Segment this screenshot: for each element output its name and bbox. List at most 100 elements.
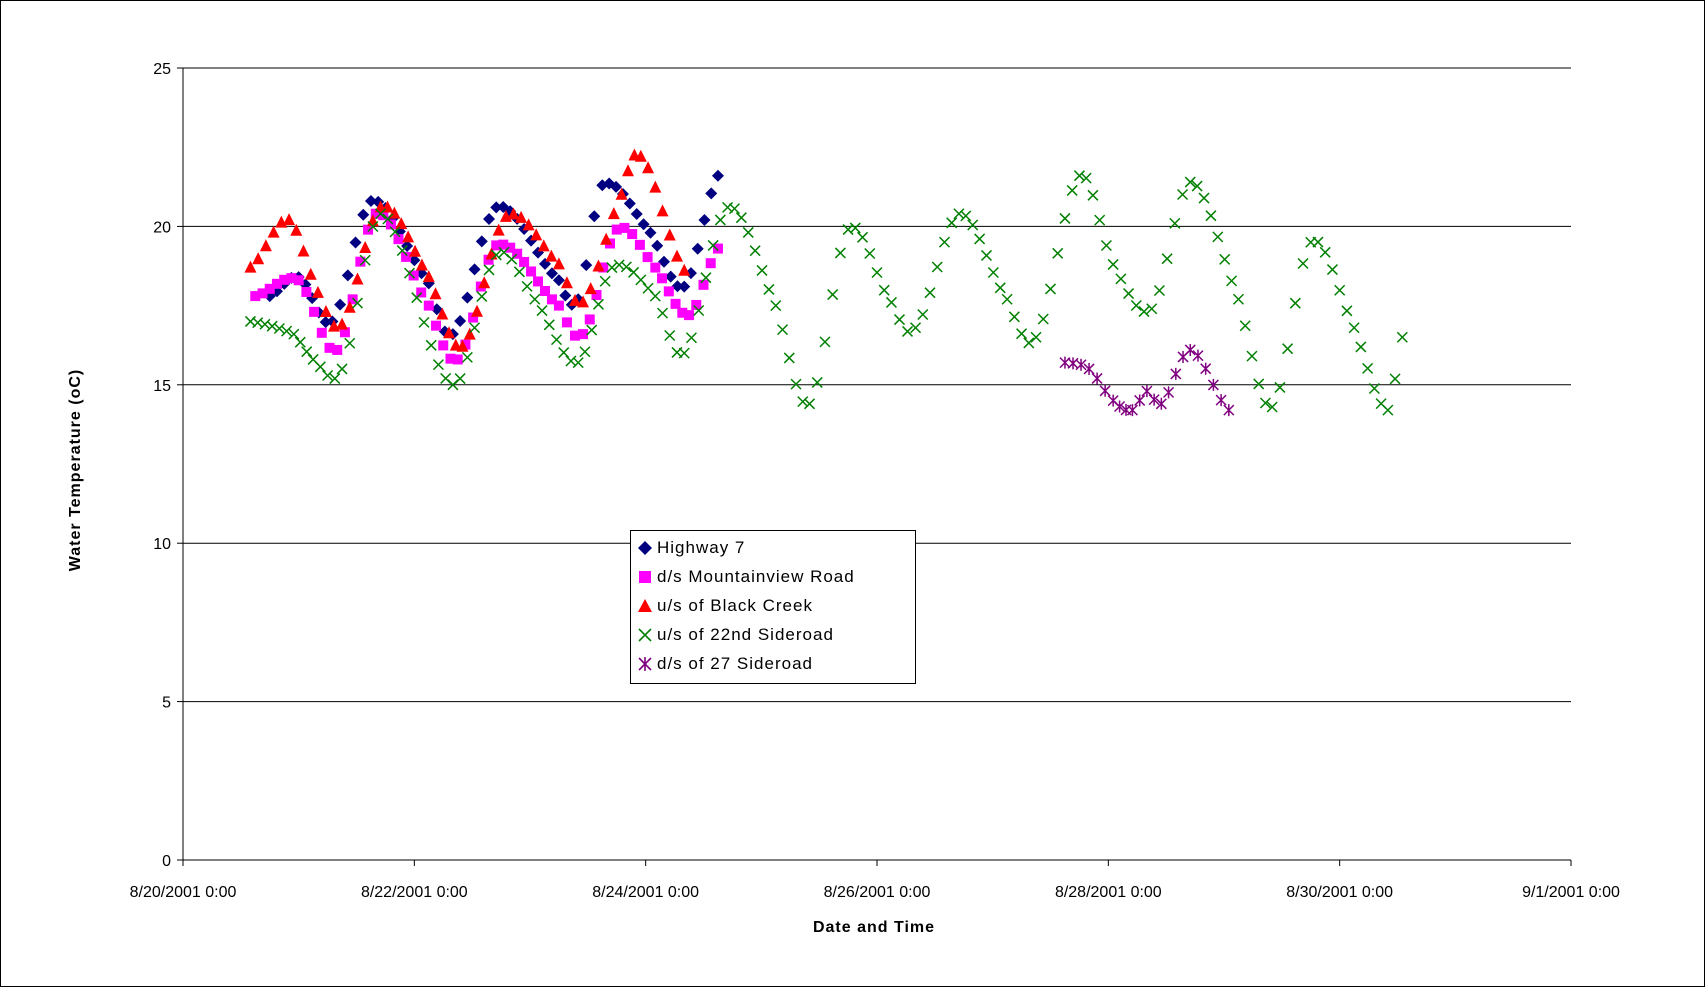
data-point bbox=[678, 280, 691, 293]
data-point bbox=[1155, 397, 1167, 410]
data-point bbox=[599, 275, 611, 287]
data-point bbox=[878, 284, 890, 296]
legend-label: Highway 7 bbox=[657, 537, 746, 557]
data-point bbox=[513, 266, 525, 278]
legend-label: u/s of 22nd Sideroad bbox=[657, 624, 834, 644]
data-point bbox=[607, 207, 620, 220]
data-point bbox=[1107, 258, 1119, 270]
data-point bbox=[586, 324, 598, 336]
legend-label: d/s of 27 Sideroad bbox=[657, 653, 813, 673]
data-point bbox=[319, 316, 332, 329]
data-point bbox=[1226, 275, 1238, 287]
data-point bbox=[606, 262, 618, 274]
data-point bbox=[663, 228, 676, 241]
data-point bbox=[363, 224, 374, 235]
data-point bbox=[316, 327, 327, 338]
data-point bbox=[469, 322, 481, 334]
data-point bbox=[1192, 349, 1204, 362]
data-point bbox=[432, 359, 444, 371]
data-point bbox=[1232, 293, 1244, 305]
data-point bbox=[519, 256, 530, 267]
data-point bbox=[1319, 246, 1331, 258]
data-point bbox=[294, 336, 306, 348]
data-point bbox=[367, 220, 379, 233]
data-point bbox=[490, 249, 502, 261]
data-point bbox=[252, 252, 265, 265]
data-point bbox=[1126, 404, 1138, 417]
data-point bbox=[402, 230, 415, 243]
data-point bbox=[1170, 367, 1182, 380]
data-point bbox=[588, 210, 601, 223]
legend-item-black-creek: u/s of Black Creek bbox=[631, 591, 915, 620]
data-point bbox=[722, 201, 734, 213]
data-point bbox=[592, 298, 604, 310]
x-tick-label: 8/28/2001 0:00 bbox=[1055, 884, 1162, 901]
data-point bbox=[438, 340, 449, 351]
data-point bbox=[1146, 303, 1158, 315]
y-tick-label: 20 bbox=[153, 219, 171, 236]
data-point bbox=[770, 300, 782, 312]
data-point bbox=[657, 307, 669, 319]
data-point bbox=[987, 266, 999, 279]
data-point bbox=[885, 296, 897, 308]
data-point bbox=[684, 267, 697, 280]
data-point bbox=[408, 270, 419, 281]
data-point bbox=[1341, 305, 1353, 317]
data-point bbox=[1274, 381, 1286, 393]
data-point bbox=[797, 396, 809, 408]
data-point bbox=[627, 229, 638, 240]
data-point bbox=[512, 248, 523, 259]
data-point bbox=[267, 225, 280, 238]
data-point bbox=[670, 298, 681, 309]
data-point bbox=[1023, 337, 1035, 349]
data-point bbox=[483, 254, 494, 265]
tick-labels: 0 5 10 15 20 25 8/20/2001 0:00 8/22/2001 0:00 8/… bbox=[130, 61, 1620, 901]
data-point bbox=[591, 290, 602, 301]
data-point bbox=[705, 258, 716, 269]
data-point bbox=[423, 300, 434, 311]
legend-item-highway-7: Highway 7 bbox=[631, 533, 915, 562]
data-point bbox=[1080, 172, 1092, 184]
data-point bbox=[293, 275, 304, 286]
data-point bbox=[463, 327, 476, 340]
data-point bbox=[568, 293, 581, 306]
data-point bbox=[1282, 343, 1294, 355]
x-tick-label: 8/26/2001 0:00 bbox=[824, 884, 931, 901]
data-point bbox=[827, 289, 839, 301]
data-point bbox=[537, 239, 550, 252]
data-point bbox=[871, 266, 883, 279]
data-point bbox=[946, 217, 958, 229]
data-point bbox=[577, 295, 590, 308]
data-point bbox=[1052, 247, 1064, 259]
data-point bbox=[698, 213, 711, 226]
data-point bbox=[1246, 350, 1258, 362]
data-point bbox=[1184, 176, 1196, 188]
data-point bbox=[389, 226, 401, 238]
data-point bbox=[490, 201, 503, 214]
data-point bbox=[691, 242, 704, 255]
data-point bbox=[834, 247, 846, 259]
data-point bbox=[1134, 394, 1146, 407]
data-point bbox=[393, 234, 404, 245]
data-point bbox=[1073, 170, 1085, 182]
data-point bbox=[634, 239, 645, 250]
data-point bbox=[259, 239, 272, 252]
data-point bbox=[656, 204, 669, 217]
data-point bbox=[429, 287, 442, 300]
data-point bbox=[705, 187, 718, 200]
data-point bbox=[436, 307, 449, 320]
data-point bbox=[1044, 283, 1057, 295]
data-point bbox=[1114, 400, 1126, 413]
data-point bbox=[445, 353, 456, 364]
data-point bbox=[1382, 404, 1394, 416]
data-point bbox=[468, 312, 479, 323]
data-point bbox=[742, 226, 754, 238]
data-point bbox=[1075, 358, 1087, 371]
data-point bbox=[600, 232, 613, 245]
data-point bbox=[498, 239, 509, 250]
data-point bbox=[561, 317, 572, 328]
data-point bbox=[1200, 362, 1212, 375]
y-tick-label: 15 bbox=[153, 378, 171, 395]
data-point bbox=[425, 339, 437, 351]
data-point bbox=[1123, 288, 1135, 300]
